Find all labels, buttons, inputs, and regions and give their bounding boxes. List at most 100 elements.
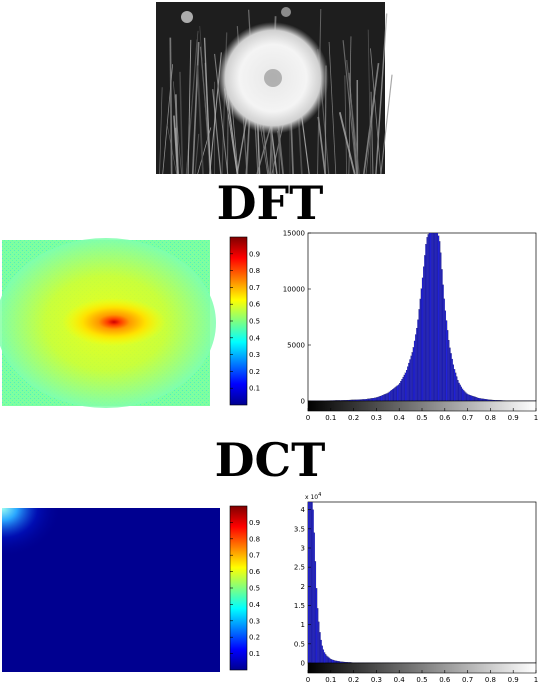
histogram-bar: [440, 253, 441, 401]
histogram-bar: [416, 328, 417, 401]
histogram-bar: [441, 269, 442, 401]
histogram-bar: [394, 388, 395, 401]
histogram-bar: [367, 399, 368, 401]
histogram-bar: [458, 383, 459, 401]
histogram-bar: [333, 660, 334, 663]
histogram-bar: [313, 510, 314, 663]
histogram-bar: [403, 377, 404, 401]
histogram-bar: [437, 233, 438, 401]
histogram-bar: [466, 394, 467, 401]
y-tick-label: 5000: [287, 342, 305, 350]
histogram-bar: [476, 397, 477, 401]
histogram-bar: [316, 588, 317, 663]
histogram-bar: [398, 385, 399, 401]
histogram-bar: [387, 393, 388, 401]
x-tick-label: 0.9: [508, 414, 519, 422]
histogram-bar: [389, 392, 390, 401]
histogram-bar: [447, 330, 448, 401]
x-tick-label: 0.1: [325, 414, 336, 422]
histogram-bar: [480, 398, 481, 401]
histogram-bar: [414, 341, 415, 401]
histogram-bar: [311, 502, 312, 663]
histogram-bar: [391, 390, 392, 401]
y-tick-label: 0: [301, 660, 305, 668]
histogram-bar: [380, 396, 381, 401]
histogram-bar: [415, 335, 416, 402]
histogram-bar: [314, 533, 315, 663]
histogram-bar: [321, 640, 322, 663]
histogram-bar: [419, 309, 420, 401]
x-tick-label: 0.4: [394, 414, 406, 422]
histogram-bar: [383, 395, 384, 401]
histogram-bar: [327, 657, 328, 663]
histogram-bar: [469, 395, 470, 401]
colorbar-tick-label: 0.6: [249, 301, 261, 309]
x-tick-label: 0.6: [439, 676, 451, 684]
histogram-bar: [399, 383, 400, 401]
histogram-bar: [454, 369, 455, 401]
histogram-bar: [401, 379, 402, 401]
histogram-bar: [446, 321, 447, 402]
histogram-bar: [407, 367, 408, 401]
x-tick-label: 0: [306, 676, 310, 684]
histogram-bar: [427, 237, 428, 401]
colorbar-tick-label: 0.3: [249, 617, 260, 625]
dct-heatmap: [2, 508, 220, 672]
histogram-bar: [432, 233, 433, 401]
histogram-bar: [462, 389, 463, 401]
histogram-bar: [375, 398, 376, 401]
histogram-bar: [386, 394, 387, 401]
x-tick-label: 0.9: [508, 676, 519, 684]
x-tick-label: 0.2: [348, 414, 359, 422]
y-exponent-power: 4: [318, 492, 321, 498]
x-tick-label: 0.4: [394, 676, 406, 684]
colorbar-tick-label: 0.5: [249, 318, 260, 326]
histogram-bar: [474, 397, 475, 401]
histogram-bar: [484, 399, 485, 401]
y-tick-label: 1: [301, 621, 305, 629]
dft-colorbar: 0.10.20.30.40.50.60.70.80.9: [230, 237, 261, 405]
x-tick-label: 0.5: [416, 676, 427, 684]
y-tick-label: 2: [301, 583, 305, 591]
histogram-bar: [325, 654, 326, 663]
histogram-bar: [472, 396, 473, 401]
colorbar-tick-label: 0.2: [249, 368, 260, 376]
histogram-bar: [408, 363, 409, 401]
histogram-bar: [412, 352, 413, 401]
histogram-bar: [388, 393, 389, 401]
colorbar-tick-label: 0.4: [249, 334, 261, 342]
histogram-bar: [433, 233, 434, 401]
histogram-bar: [329, 658, 330, 663]
y-tick-label: 3.5: [294, 525, 305, 533]
histogram-bar: [449, 348, 450, 401]
y-tick-label: 2.5: [294, 564, 305, 572]
colorbar-tick-label: 0.6: [249, 568, 261, 576]
small-bud: [181, 11, 193, 23]
histogram-bar: [317, 608, 318, 663]
histogram-bar: [371, 398, 372, 401]
histogram-bar: [457, 380, 458, 401]
x-tick-label: 0.1: [325, 676, 336, 684]
histogram-bar: [404, 375, 405, 401]
x-tick-label: 0.5: [416, 414, 427, 422]
dft-heading: DFT: [0, 180, 540, 226]
histogram-bar: [373, 398, 374, 401]
x-tick-label: 0.3: [371, 414, 382, 422]
colorbar-tick-label: 0.8: [249, 535, 260, 543]
histogram-bar: [309, 502, 310, 663]
histogram-bar: [308, 502, 309, 663]
histogram-bar: [473, 396, 474, 401]
histogram-bar: [465, 393, 466, 401]
colorbar-tick-label: 0.9: [249, 519, 260, 527]
histogram-bar: [330, 659, 331, 663]
histogram-bar: [443, 285, 444, 401]
colorbar-tick-label: 0.2: [249, 634, 260, 642]
histogram-bar: [456, 377, 457, 402]
histogram-bar: [421, 289, 422, 401]
x-tick-label: 0.8: [485, 676, 496, 684]
dandelion-center: [264, 69, 282, 87]
x-tick-label: 0.7: [462, 676, 473, 684]
